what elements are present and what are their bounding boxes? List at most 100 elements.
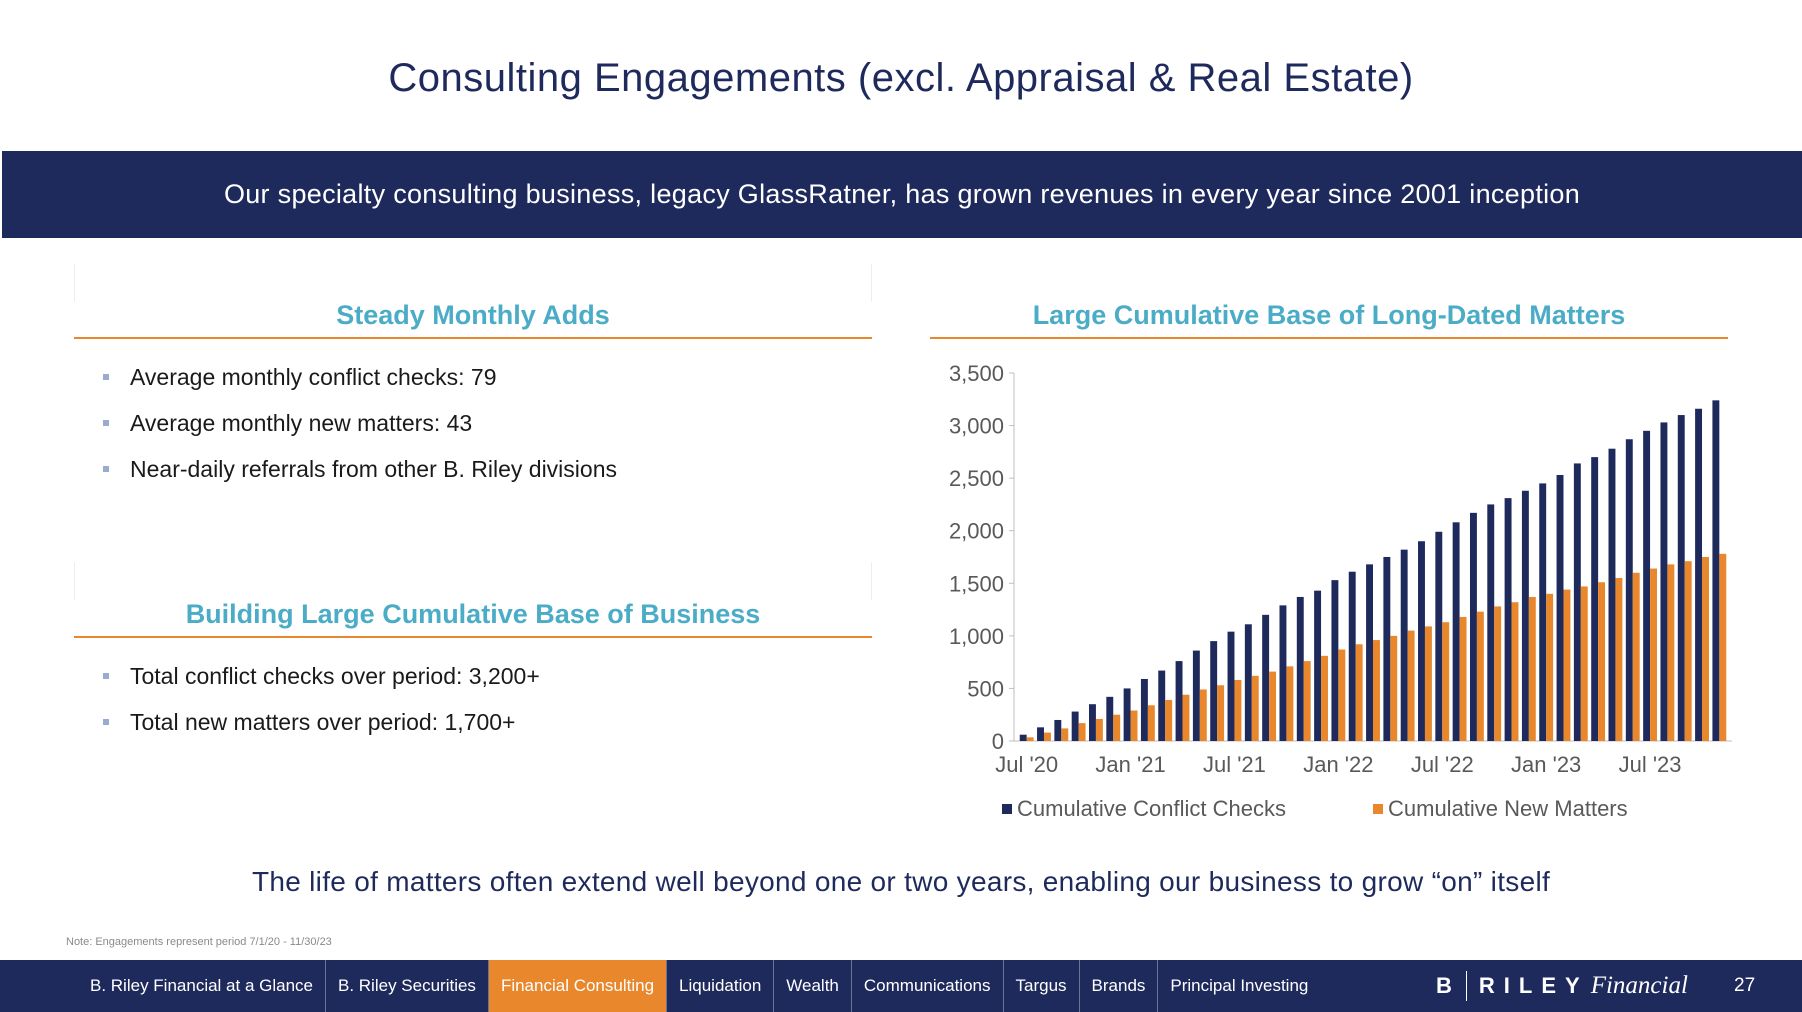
section-box-edge xyxy=(74,264,872,302)
page-number: 27 xyxy=(1734,975,1756,996)
cumulative-base-list: Total conflict checks over period: 3,200… xyxy=(88,661,540,753)
bar-conflict-checks xyxy=(1487,504,1495,741)
x-tick-label: Jul '20 xyxy=(995,752,1058,777)
bar-new-matters xyxy=(1217,685,1225,741)
bullet-text: Total new matters over period: 1,700+ xyxy=(130,709,516,735)
footnote: Note: Engagements represent period 7/1/2… xyxy=(66,936,332,948)
bar-new-matters xyxy=(1442,622,1450,741)
bar-new-matters xyxy=(1165,699,1173,741)
bar-new-matters xyxy=(1511,602,1519,741)
logo-b: B xyxy=(1436,973,1454,998)
bar-new-matters xyxy=(1702,557,1709,741)
bar-new-matters xyxy=(1615,578,1623,741)
bar-conflict-checks xyxy=(1175,661,1183,741)
footer-nav-item[interactable]: Principal Investing xyxy=(1170,976,1309,995)
bar-new-matters xyxy=(1459,616,1467,741)
bar-conflict-checks xyxy=(1643,430,1651,741)
x-tick-label: Jul '23 xyxy=(1619,752,1682,777)
x-tick-label: Jan '21 xyxy=(1095,752,1165,777)
footer-nav-item[interactable]: Liquidation xyxy=(667,960,775,1012)
bar-conflict-checks xyxy=(1227,631,1235,741)
monthly-adds-heading: Steady Monthly Adds xyxy=(74,300,872,339)
bar-new-matters xyxy=(1563,589,1571,741)
y-tick-label: 500 xyxy=(967,676,1004,701)
bar-conflict-checks xyxy=(1539,483,1547,741)
logo-financial: Financial xyxy=(1590,972,1688,999)
bullet-square-icon xyxy=(103,374,109,380)
bar-conflict-checks xyxy=(1279,605,1287,741)
logo-divider xyxy=(1465,971,1467,1001)
bar-conflict-checks xyxy=(1452,522,1460,741)
headline-banner: Our specialty consulting business, legac… xyxy=(2,151,1802,238)
bullet-square-icon xyxy=(103,673,109,679)
bar-conflict-checks xyxy=(1123,688,1131,741)
bar-conflict-checks xyxy=(1418,541,1425,741)
bar-conflict-checks xyxy=(1608,448,1616,741)
bar-conflict-checks xyxy=(1210,641,1218,741)
footer-nav-item[interactable]: Brands xyxy=(1080,960,1159,1012)
bar-new-matters xyxy=(1667,564,1675,741)
list-item: Total new matters over period: 1,700+ xyxy=(88,707,540,753)
bar-conflict-checks xyxy=(1054,719,1062,741)
bar-new-matters xyxy=(1043,732,1051,741)
footer-bar: B. Riley Financial at a Glance B. Riley S… xyxy=(0,960,1802,1012)
bar-conflict-checks xyxy=(1591,457,1599,741)
legend-swatch xyxy=(1002,804,1012,814)
y-tick-label: 3,000 xyxy=(949,414,1004,439)
y-tick-label: 2,500 xyxy=(949,466,1004,491)
x-tick-label: Jul '22 xyxy=(1411,752,1474,777)
bullet-square-icon xyxy=(103,420,109,426)
bullet-square-icon xyxy=(103,719,109,725)
bar-conflict-checks xyxy=(1660,422,1668,741)
y-tick-label: 2,000 xyxy=(949,519,1004,544)
bar-conflict-checks xyxy=(1556,474,1564,741)
bar-new-matters xyxy=(1269,671,1277,741)
footer-nav-item[interactable]: Targus xyxy=(1004,960,1080,1012)
bullet-square-icon xyxy=(103,466,109,472)
footer-nav-item[interactable]: B. Riley Securities xyxy=(326,960,489,1012)
bar-new-matters xyxy=(1182,694,1190,741)
bar-new-matters xyxy=(1026,737,1034,741)
list-item: Average monthly conflict checks: 79 xyxy=(88,362,617,408)
bar-conflict-checks xyxy=(1089,704,1096,741)
bar-new-matters xyxy=(1528,596,1536,741)
bar-conflict-checks xyxy=(1071,711,1079,741)
bullet-text: Near-daily referrals from other B. Riley… xyxy=(130,456,617,482)
bar-new-matters xyxy=(1199,689,1207,741)
footer-nav-item[interactable]: Wealth xyxy=(774,960,852,1012)
bar-new-matters xyxy=(1234,680,1242,741)
bar-conflict-checks xyxy=(1469,512,1477,741)
footer-nav: B. Riley Financial at a Glance B. Riley S… xyxy=(78,960,1320,1012)
bar-conflict-checks xyxy=(1712,400,1720,741)
monthly-adds-list: Average monthly conflict checks: 79 Aver… xyxy=(88,362,617,500)
bar-conflict-checks xyxy=(1019,734,1027,741)
bar-conflict-checks xyxy=(1192,650,1200,741)
bar-new-matters xyxy=(1424,626,1432,741)
bar-conflict-checks xyxy=(1625,439,1633,741)
page-title: Consulting Engagements (excl. Appraisal … xyxy=(388,56,1414,100)
bar-new-matters xyxy=(1078,723,1086,741)
y-tick-label: 0 xyxy=(992,729,1004,754)
bar-new-matters xyxy=(1251,675,1259,741)
bar-conflict-checks xyxy=(1400,549,1408,741)
bar-conflict-checks xyxy=(1504,498,1512,741)
bar-new-matters xyxy=(1580,586,1588,741)
bar-conflict-checks xyxy=(1296,596,1304,741)
bar-conflict-checks xyxy=(1314,590,1322,741)
bar-new-matters xyxy=(1303,661,1311,741)
footer-nav-item[interactable]: Communications xyxy=(852,960,1004,1012)
bar-new-matters xyxy=(1632,572,1640,741)
list-item: Total conflict checks over period: 3,200… xyxy=(88,661,540,707)
bar-new-matters xyxy=(1407,630,1415,741)
bar-new-matters xyxy=(1650,568,1657,741)
bullet-text: Average monthly conflict checks: 79 xyxy=(130,364,497,390)
footer-nav-item[interactable]: B. Riley Financial at a Glance xyxy=(78,960,326,1012)
legend-swatch xyxy=(1373,804,1383,814)
chart-heading: Large Cumulative Base of Long-Dated Matt… xyxy=(930,300,1728,339)
bar-conflict-checks xyxy=(1262,614,1270,741)
bar-new-matters xyxy=(1494,606,1502,741)
bar-new-matters xyxy=(1286,666,1294,741)
section-box-edge xyxy=(74,562,872,600)
footer-nav-item[interactable]: Financial Consulting xyxy=(488,960,668,1012)
